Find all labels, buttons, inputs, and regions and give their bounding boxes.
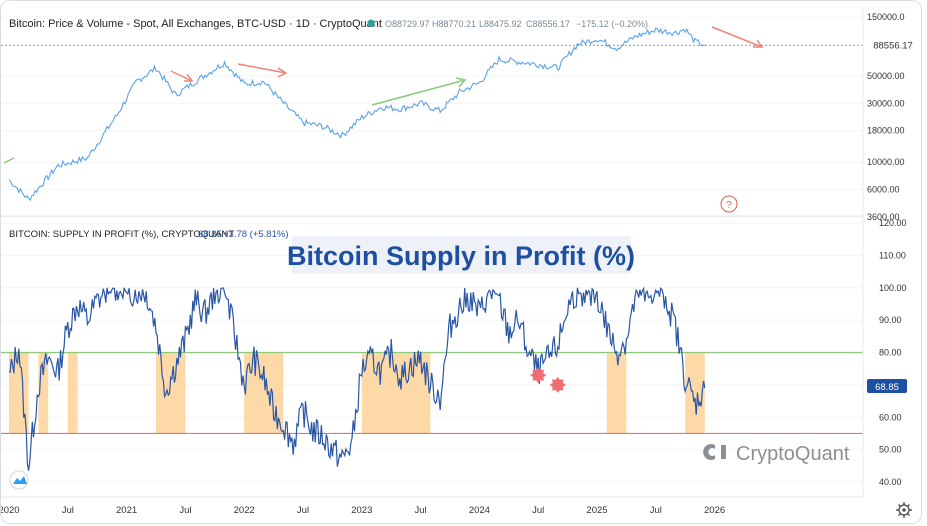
supply-marker xyxy=(530,367,547,384)
shaded-period xyxy=(67,352,78,434)
supply-y-tick-label: 40.00 xyxy=(879,477,902,487)
supply-change-label: +3.78 (+5.81%) xyxy=(223,229,289,240)
supply-y-axis: 120.00110.00100.0090.0080.0070.0060.0050… xyxy=(879,218,907,487)
supply-last-value-badge: 68.85 xyxy=(867,379,907,393)
x-tick-label: 2026 xyxy=(704,505,725,516)
ohlc-low: L88475.92 xyxy=(479,19,522,29)
status-dot xyxy=(367,19,375,27)
price-y-axis: 150000.0 50000.00 30000.00 18000.00 10000.00… xyxy=(867,12,905,222)
x-tick-label: Jul xyxy=(62,505,74,516)
supply-series-line xyxy=(8,286,706,471)
arrow-up xyxy=(371,77,467,106)
arrow-down-3 xyxy=(711,26,764,48)
supply-markers xyxy=(530,367,566,393)
price-y-tick-label: 6000.00 xyxy=(867,185,900,195)
x-tick-label: 2024 xyxy=(469,505,490,516)
supply-y-tick-label: 60.00 xyxy=(879,412,902,422)
watermark-text: CryptoQuant xyxy=(736,443,850,465)
supply-value-label: 68.85 xyxy=(198,229,222,240)
arrow-up-small xyxy=(3,157,15,164)
x-tick-label: Jul xyxy=(179,505,191,516)
ohlc-open: O88729.97 xyxy=(385,19,430,29)
ohlc-high: H88770.21 xyxy=(432,19,476,29)
shaded-period xyxy=(606,352,627,434)
supply-header: BITCOIN: SUPPLY IN PROFIT (%), CRYPTOQUA… xyxy=(9,229,234,240)
price-series-line xyxy=(8,27,705,202)
price-last-value: 88556.17 xyxy=(873,40,913,51)
overlay-title-bg xyxy=(292,236,631,274)
cryptoquant-watermark: CryptoQuant xyxy=(703,443,850,465)
price-y-tick-label: 50000.00 xyxy=(867,71,905,81)
supply-panel: 120.00110.00100.0090.0080.0070.0060.0050… xyxy=(1,218,907,490)
overlay-title: Bitcoin Supply in Profit (%) xyxy=(287,241,635,271)
ohlc-change: −175.12 (−0.20%) xyxy=(576,19,648,29)
price-last-value-badge: 88556.17 xyxy=(867,38,919,53)
x-tick-label: 2023 xyxy=(351,505,372,516)
shaded-period xyxy=(38,352,49,434)
arrow-down-1 xyxy=(170,70,194,82)
supply-marker xyxy=(549,376,566,393)
supply-y-tick-label: 120.00 xyxy=(879,218,907,228)
supply-y-tick-label: 110.00 xyxy=(879,250,906,260)
x-tick-label: Jul xyxy=(650,505,662,516)
supply-y-tick-label: 90.00 xyxy=(879,315,902,325)
supply-last-value: 68.85 xyxy=(875,382,899,393)
supply-reference-lines xyxy=(1,351,863,435)
price-gridlines xyxy=(1,16,863,218)
arrow-down-2 xyxy=(237,63,288,78)
x-tick-label: 2022 xyxy=(234,505,255,516)
supply-y-tick-label: 50.00 xyxy=(879,445,902,455)
cryptoquant-logo-icon xyxy=(703,444,726,460)
x-tick-label: Jul xyxy=(415,505,427,516)
price-y-tick-label: 30000.00 xyxy=(867,98,905,108)
price-y-tick-label: 10000.00 xyxy=(867,157,905,167)
help-button[interactable]: ? xyxy=(720,195,738,213)
supply-y-tick-label: 100.00 xyxy=(879,283,907,293)
shaded-period xyxy=(244,352,284,434)
supply-y-tick-label: 80.00 xyxy=(879,348,902,358)
x-tick-label: 2025 xyxy=(586,505,607,516)
x-axis: 2020 Jul 2021 Jul 2022 Jul 2023 Jul 2024 Jul 2025 J… xyxy=(1,505,725,516)
shaded-period xyxy=(156,352,186,434)
gear-icon xyxy=(896,502,912,518)
x-tick-label: 2020 xyxy=(1,505,20,516)
price-panel: 150000.0 50000.00 30000.00 18000.00 10000.00… xyxy=(1,12,919,222)
x-tick-label: Jul xyxy=(297,505,309,516)
price-y-tick-label: 18000.00 xyxy=(867,126,905,136)
price-y-tick-label: 3600.00 xyxy=(867,212,900,222)
tradingview-logo-icon[interactable] xyxy=(9,470,29,490)
x-tick-label: 2021 xyxy=(116,505,137,516)
price-chart-title: Bitcoin: Price & Volume - Spot, All Exch… xyxy=(9,18,382,30)
ohlc-close: C88556.17 xyxy=(526,19,570,29)
settings-button[interactable] xyxy=(896,502,912,518)
help-icon: ? xyxy=(726,200,732,211)
shaded-period xyxy=(685,352,705,434)
supply-shaded-periods xyxy=(9,352,705,434)
x-tick-label: Jul xyxy=(532,505,544,516)
price-y-tick-label: 150000.0 xyxy=(867,12,905,22)
